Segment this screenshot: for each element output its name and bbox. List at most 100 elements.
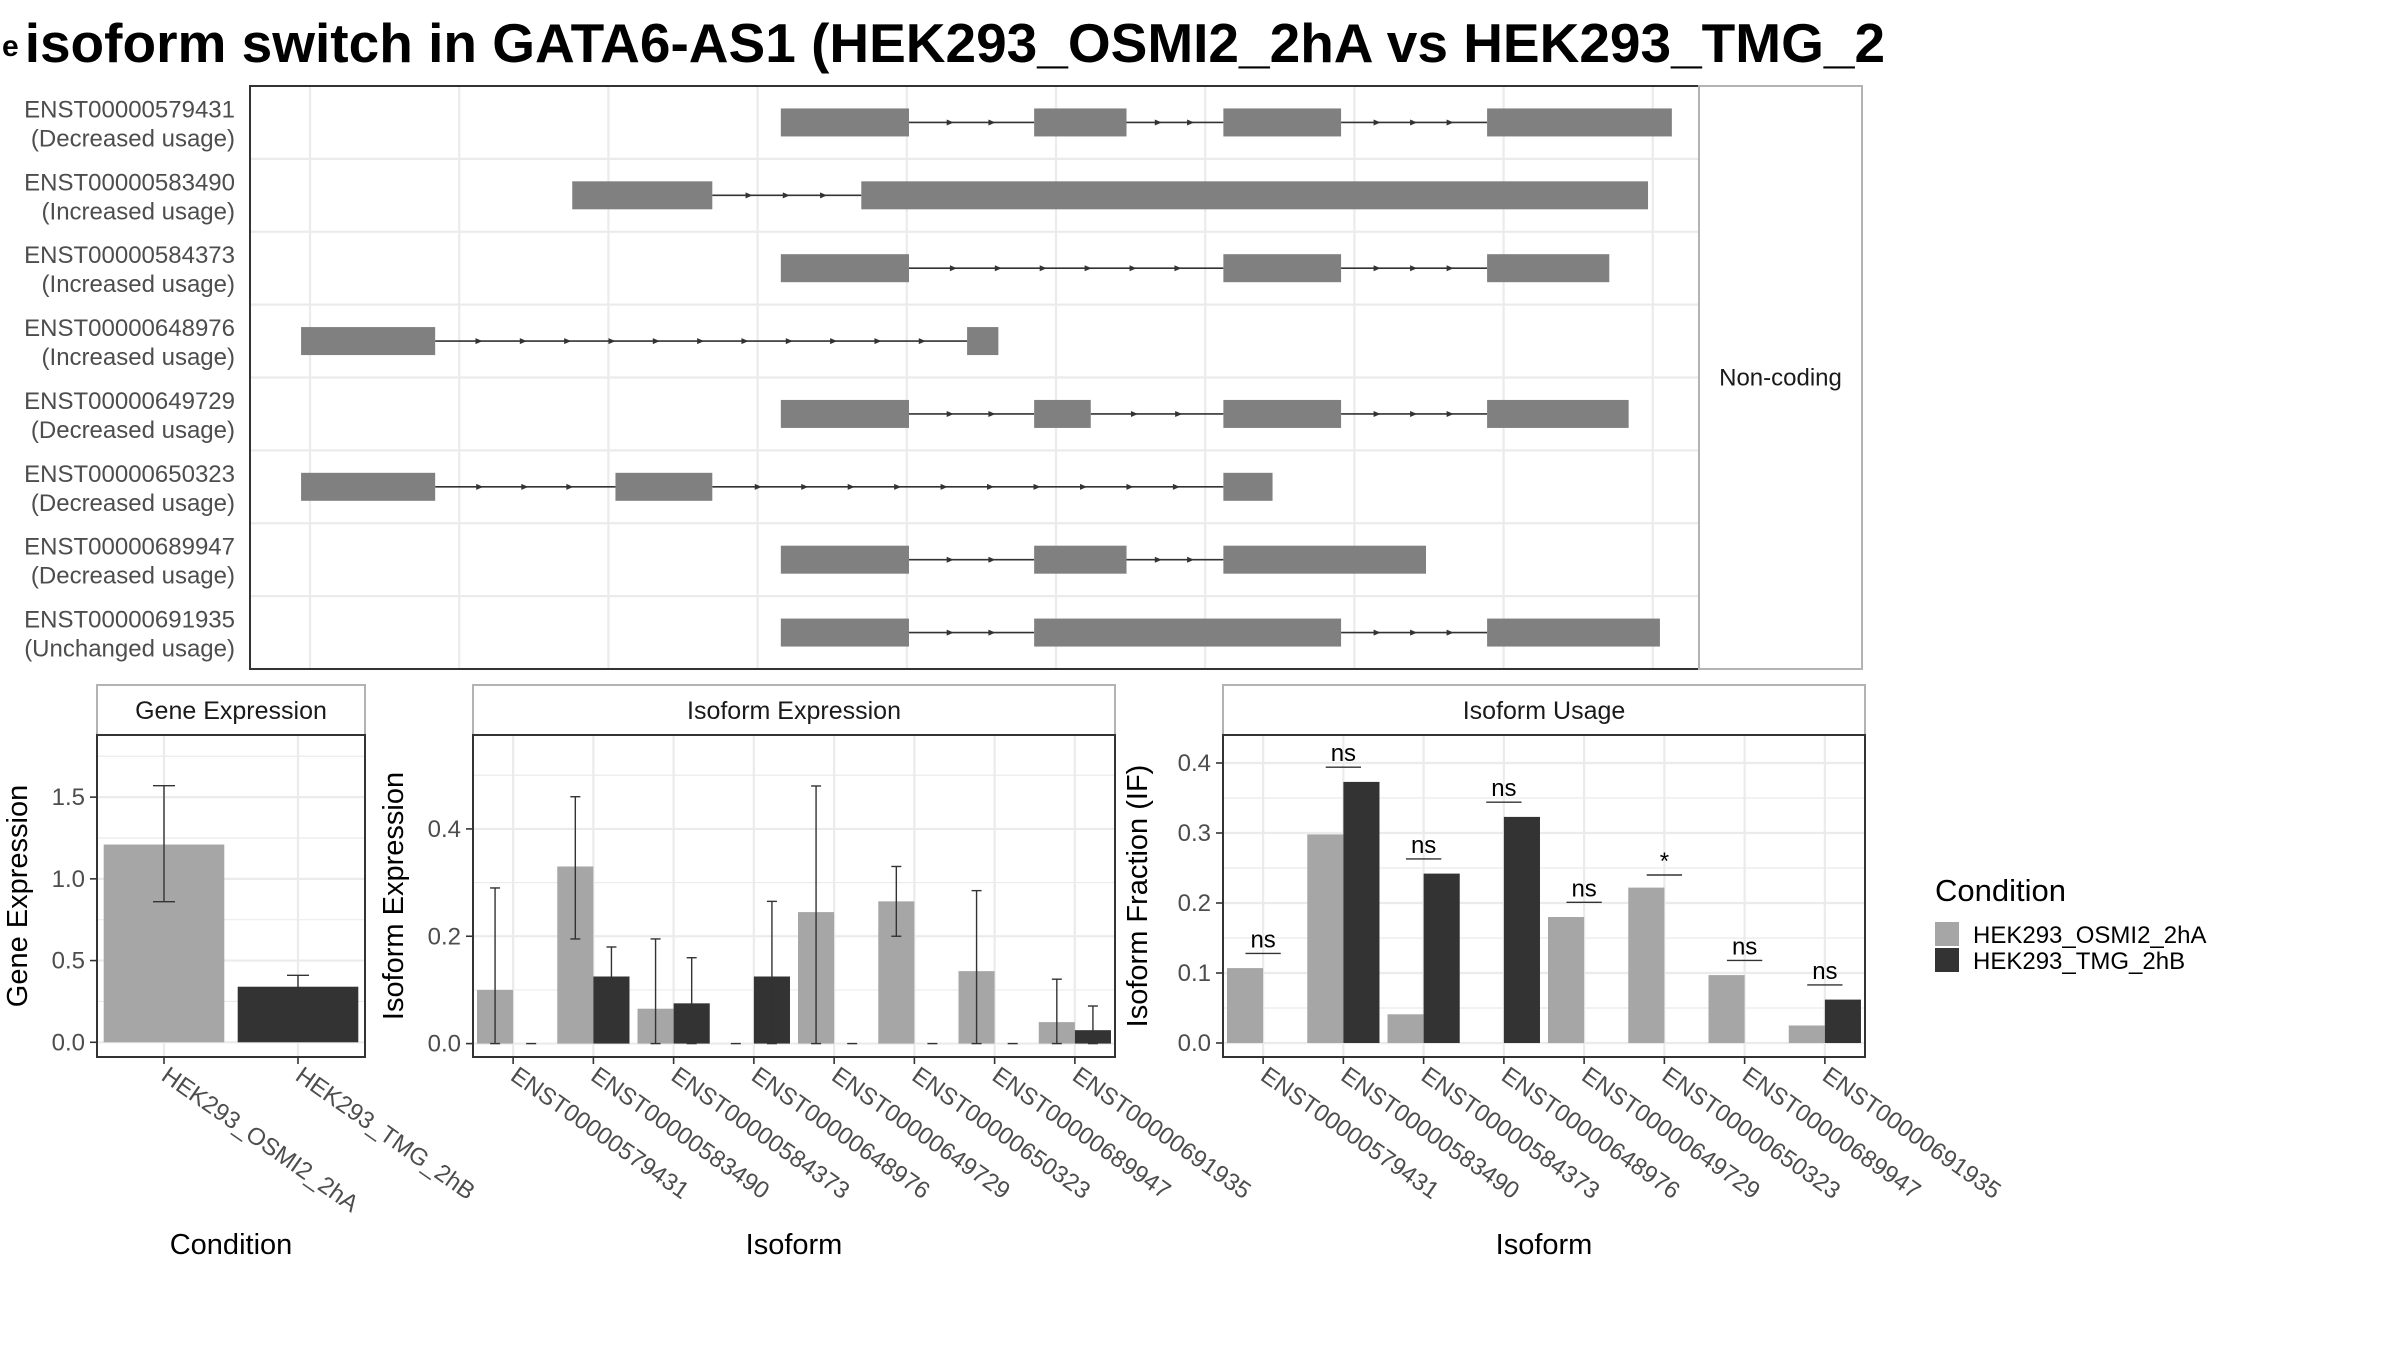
y-tick-label: 1.0 xyxy=(52,866,85,893)
exon-block xyxy=(1487,254,1610,283)
significance-label: ns xyxy=(1732,933,1757,960)
intron-direction-arrow xyxy=(847,483,855,490)
bar-enst00000691935-hek293-osmi2-2ha xyxy=(1788,1025,1825,1043)
transcript-id-label: ENST00000579431 xyxy=(24,96,235,123)
bar-enst00000691935-hek293-tmg-2hb xyxy=(1824,999,1861,1043)
bar-enst00000583490-hek293-osmi2-2ha xyxy=(1307,834,1344,1043)
transcript-id-label: ENST00000689947 xyxy=(24,534,235,561)
intron-direction-arrow xyxy=(1175,410,1183,417)
transcript-usage-label: (Decreased usage) xyxy=(31,417,235,444)
exon-block xyxy=(1223,108,1342,137)
intron-direction-arrow xyxy=(1446,119,1454,126)
bar-enst00000649729-hek293-osmi2-2ha xyxy=(1548,917,1585,1043)
strip-label-non-coding: Non-coding xyxy=(1719,365,1842,392)
transcript-id-label: ENST00000584373 xyxy=(24,242,235,269)
intron-direction-arrow xyxy=(1410,265,1418,272)
intron-direction-arrow xyxy=(946,629,954,636)
intron-direction-arrow xyxy=(608,338,616,345)
significance-label: ns xyxy=(1812,958,1837,985)
exon-block xyxy=(1034,618,1342,647)
intron-direction-arrow xyxy=(1410,119,1418,126)
title-text: isoform switch in GATA6-AS1 (HEK293_OSMI… xyxy=(24,12,1886,74)
exon-block xyxy=(301,472,436,501)
significance-label: ns xyxy=(1250,926,1275,953)
intron-direction-arrow xyxy=(1373,629,1381,636)
bar-enst00000689947-hek293-osmi2-2ha xyxy=(1708,975,1745,1043)
page-title: e isoform switch in GATA6-AS1 (HEK293_OSM… xyxy=(0,8,1885,82)
transcript-usage-label: (Increased usage) xyxy=(42,271,235,298)
exon-block xyxy=(301,327,436,356)
intron-direction-arrow xyxy=(1154,119,1162,126)
y-tick-label: 0.4 xyxy=(1178,750,1211,777)
isoform-usage-panel: Isoform Usage0.00.10.20.30.4nsENST000005… xyxy=(1122,684,2006,1261)
exon-block xyxy=(1223,472,1273,501)
exon-block xyxy=(1034,545,1127,574)
y-tick-label: 0.4 xyxy=(428,816,461,843)
intron-direction-arrow xyxy=(1187,119,1195,126)
panel-strip-title: Isoform Usage xyxy=(1463,697,1626,725)
intron-direction-arrow xyxy=(652,338,660,345)
panel-strip-title: Isoform Expression xyxy=(687,697,901,725)
intron-direction-arrow xyxy=(1154,556,1162,563)
intron-direction-arrow xyxy=(476,483,484,490)
intron-direction-arrow xyxy=(1129,265,1137,272)
exon-block xyxy=(1487,108,1672,137)
y-tick-label: 0.2 xyxy=(428,923,461,950)
legend-label-hek293-tmg-2hb: HEK293_TMG_2hB xyxy=(1973,948,2185,975)
intron-direction-arrow xyxy=(820,192,828,199)
intron-direction-arrow xyxy=(1373,119,1381,126)
panel-strip xyxy=(96,684,366,736)
bar-enst00000650323-hek293-osmi2-2ha xyxy=(1628,887,1665,1043)
intron-direction-arrow xyxy=(1410,410,1418,417)
legend-title: Condition xyxy=(1935,873,2066,908)
y-tick-label: 0.3 xyxy=(1178,820,1211,847)
exon-block xyxy=(1034,399,1091,428)
intron-direction-arrow xyxy=(946,410,954,417)
intron-direction-arrow xyxy=(801,483,809,490)
x-axis-title: Isoform xyxy=(746,1229,843,1261)
transcript-usage-label: (Decreased usage) xyxy=(31,125,235,152)
exon-block xyxy=(780,108,909,137)
y-tick-label: 0.1 xyxy=(1178,960,1211,987)
intron-direction-arrow xyxy=(697,338,705,345)
significance-label: ns xyxy=(1491,775,1516,802)
y-axis-title: Gene Expression xyxy=(2,785,34,1007)
exon-block xyxy=(1034,108,1127,137)
transcript-usage-label: (Unchanged usage) xyxy=(24,636,235,663)
intron-direction-arrow xyxy=(1187,556,1195,563)
intron-direction-arrow xyxy=(521,483,529,490)
intron-direction-arrow xyxy=(946,556,954,563)
x-axis-title: Condition xyxy=(170,1229,293,1261)
intron-direction-arrow xyxy=(745,192,753,199)
intron-direction-arrow xyxy=(988,629,996,636)
x-axis-title: Isoform xyxy=(1496,1229,1593,1261)
y-tick-label: 0.0 xyxy=(1178,1030,1211,1057)
transcript-usage-label: (Decreased usage) xyxy=(31,490,235,517)
transcript-id-label: ENST00000649729 xyxy=(24,388,235,415)
transcript-id-label: ENST00000648976 xyxy=(24,315,235,342)
intron-direction-arrow xyxy=(519,338,527,345)
bar-enst00000583490-hek293-tmg-2hb xyxy=(1343,781,1380,1043)
intron-direction-arrow xyxy=(949,265,957,272)
transcript-id-label: ENST00000650323 xyxy=(24,461,235,488)
intron-direction-arrow xyxy=(988,410,996,417)
intron-direction-arrow xyxy=(994,265,1002,272)
transcript-id-label: ENST00000583490 xyxy=(24,169,235,196)
y-tick-label: 1.5 xyxy=(52,784,85,811)
intron-direction-arrow xyxy=(754,483,762,490)
y-axis-title: Isoform Fraction (IF) xyxy=(1122,765,1154,1028)
exon-block xyxy=(861,181,1649,210)
intron-direction-arrow xyxy=(830,338,838,345)
bar-enst00000584373-hek293-tmg-2hb xyxy=(1423,873,1460,1043)
intron-direction-arrow xyxy=(1084,265,1092,272)
bar-enst00000584373-hek293-osmi2-2ha xyxy=(1387,1014,1424,1043)
legend-key-hek293-osmi2-2ha xyxy=(1935,922,1959,946)
intron-direction-arrow xyxy=(566,483,574,490)
intron-direction-arrow xyxy=(987,483,995,490)
significance-label: ns xyxy=(1571,875,1596,902)
structure-strip xyxy=(1698,85,1863,670)
plot-border xyxy=(472,734,1116,1058)
intron-direction-arrow xyxy=(1446,629,1454,636)
exon-block xyxy=(1223,399,1342,428)
